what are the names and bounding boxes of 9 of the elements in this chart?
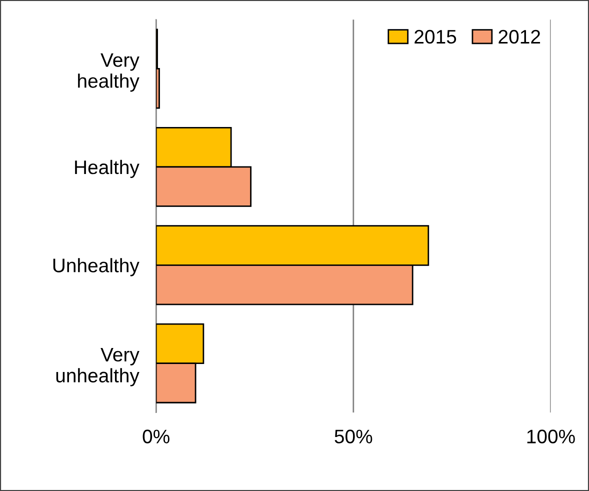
y-tick-label: Unhealthy xyxy=(53,258,140,276)
x-tick-label: 50% xyxy=(334,430,372,444)
x-tick-label: 100% xyxy=(527,430,575,444)
y-tick-label: Healthy xyxy=(75,160,140,178)
y-tick-label: Very healthy xyxy=(78,53,140,92)
legend-label: 2012 xyxy=(498,30,540,44)
y-tick-label: Very unhealthy xyxy=(56,348,140,386)
x-tick-label: 0% xyxy=(142,430,170,444)
legend-label: 2015 xyxy=(414,30,456,44)
